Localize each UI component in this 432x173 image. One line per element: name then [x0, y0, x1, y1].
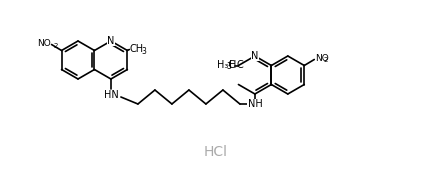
Text: 3: 3 [226, 62, 232, 71]
Text: HCl: HCl [204, 145, 228, 159]
Text: CH: CH [129, 44, 143, 54]
Text: NO: NO [37, 39, 51, 48]
Text: N: N [251, 51, 259, 61]
Text: 2: 2 [53, 43, 57, 48]
Text: 2: 2 [323, 57, 327, 63]
Text: 3: 3 [141, 47, 146, 56]
Text: HN: HN [104, 90, 118, 100]
Text: H: H [229, 60, 236, 70]
Text: H₃C: H₃C [217, 61, 235, 71]
Text: NO: NO [315, 54, 329, 63]
Text: C: C [236, 60, 243, 70]
Text: NH: NH [248, 99, 263, 109]
Text: N: N [107, 36, 114, 46]
